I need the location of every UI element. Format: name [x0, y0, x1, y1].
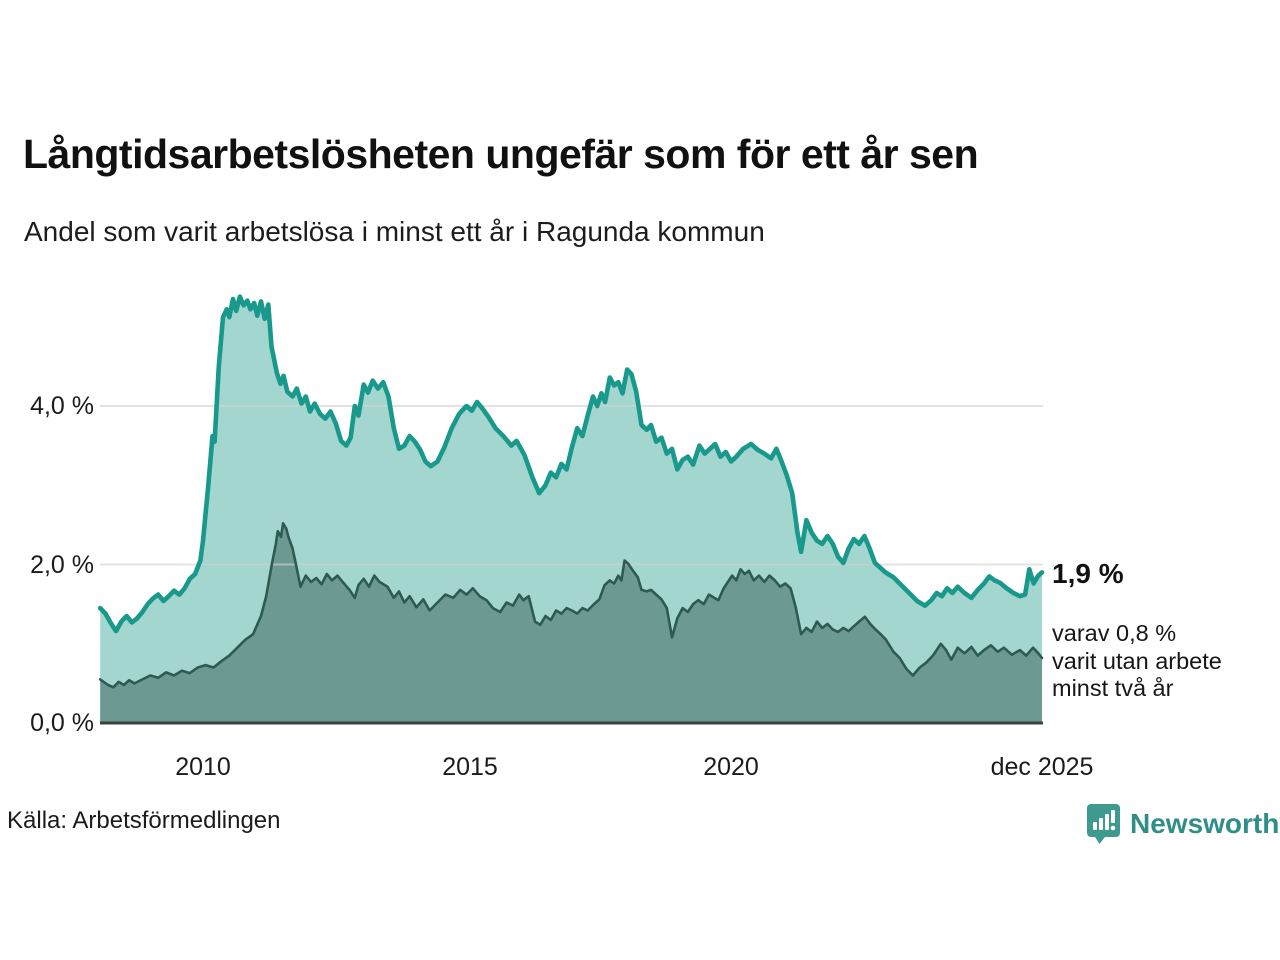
x-axis-label-2010: 2010: [175, 753, 231, 781]
annotation-line-2: varit utan arbete: [1052, 647, 1222, 674]
page-title: Långtidsarbetslösheten ungefär som för e…: [23, 131, 979, 177]
x-axis-label-2015: 2015: [442, 753, 498, 781]
newsworthy-logo-text: Newsworthy: [1130, 808, 1280, 839]
area-fill-two-years: [100, 523, 1042, 723]
newsworthy-logo-icon: [1087, 804, 1120, 844]
annotation-line-1: varav 0,8 %: [1052, 620, 1177, 646]
x-axis-label-dec-2025: dec 2025: [990, 753, 1094, 781]
line-total: [97, 294, 1045, 634]
line-two-years: [98, 522, 1044, 689]
annotation-latest-value: 1,9 %: [1052, 558, 1124, 589]
annotation-secondary-text: varav 0,8 % varit utan arbete minst två …: [1052, 620, 1222, 703]
y-axis-label-2: 2,0 %: [30, 551, 94, 579]
y-axis-label-0: 0,0 %: [30, 709, 94, 737]
x-axis-label-2020: 2020: [703, 753, 759, 781]
source-caption: Källa: Arbetsförmedlingen: [7, 807, 281, 834]
newsworthy-logo: Newsworthy: [1086, 801, 1280, 847]
y-axis-label-4: 4,0 %: [30, 392, 94, 420]
annotation-line-3: minst två år: [1052, 675, 1174, 701]
page-subtitle: Andel som varit arbetslösa i minst ett å…: [24, 216, 765, 247]
